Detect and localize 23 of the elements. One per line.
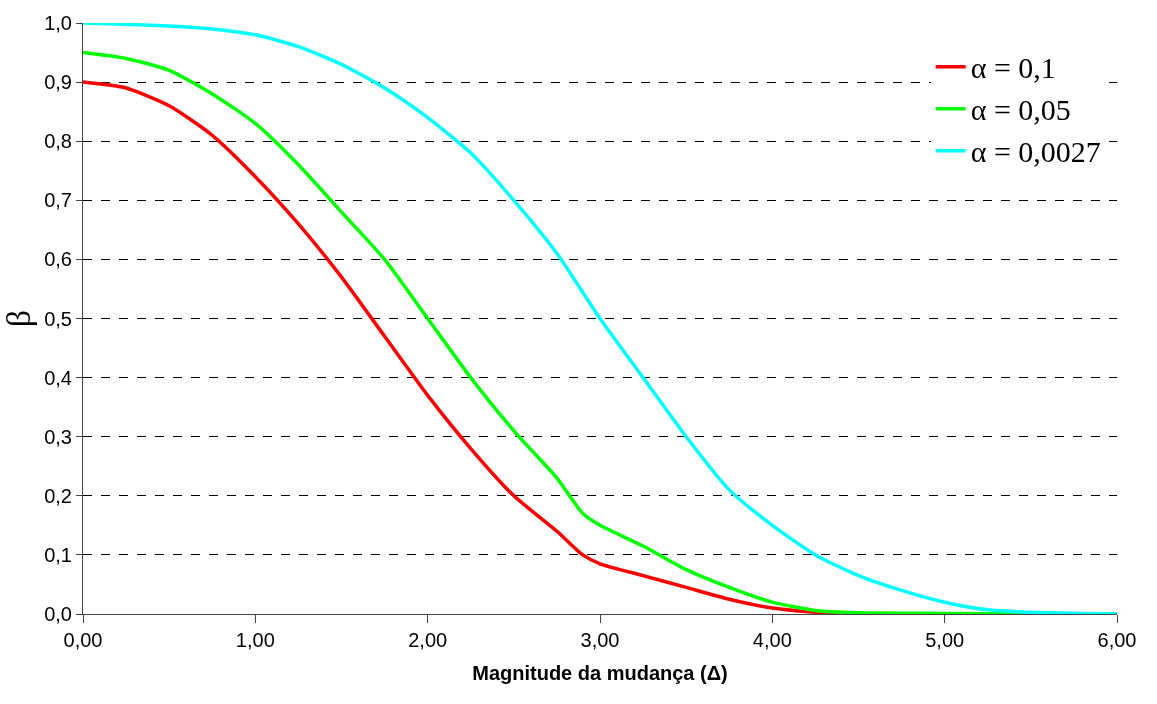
y-tick-label: 1,0 [44,12,72,34]
legend-label: α = 0,0027 [970,135,1101,169]
y-tick-label: 0,8 [44,130,72,153]
y-axis-title: β [0,309,37,328]
y-tick-label: 0,0 [44,603,72,625]
x-tick-label: 4,00 [752,629,792,651]
legend-label: α = 0,1 [970,51,1056,85]
x-axis-title: Magnitude da mudança (Δ) [472,661,728,684]
x-tick-label: 1,00 [235,629,275,651]
y-tick-label: 0,9 [44,71,72,94]
x-tick-label: 6,00 [1097,629,1137,651]
legend-label: α = 0,05 [970,93,1071,127]
x-tick-label: 0,00 [63,629,103,651]
y-tick-label: 0,5 [44,307,72,330]
x-tick-label: 2,00 [408,629,448,651]
y-tick-label: 0,2 [44,484,72,507]
x-tick-label: 5,00 [925,629,965,651]
y-tick-label: 0,7 [44,189,72,212]
x-tick-label: 3,00 [580,629,620,651]
y-tick-label: 0,1 [44,543,72,566]
y-tick-label: 0,6 [44,248,72,271]
y-tick-label: 0,3 [44,425,72,448]
y-tick-label: 0,4 [44,366,72,389]
